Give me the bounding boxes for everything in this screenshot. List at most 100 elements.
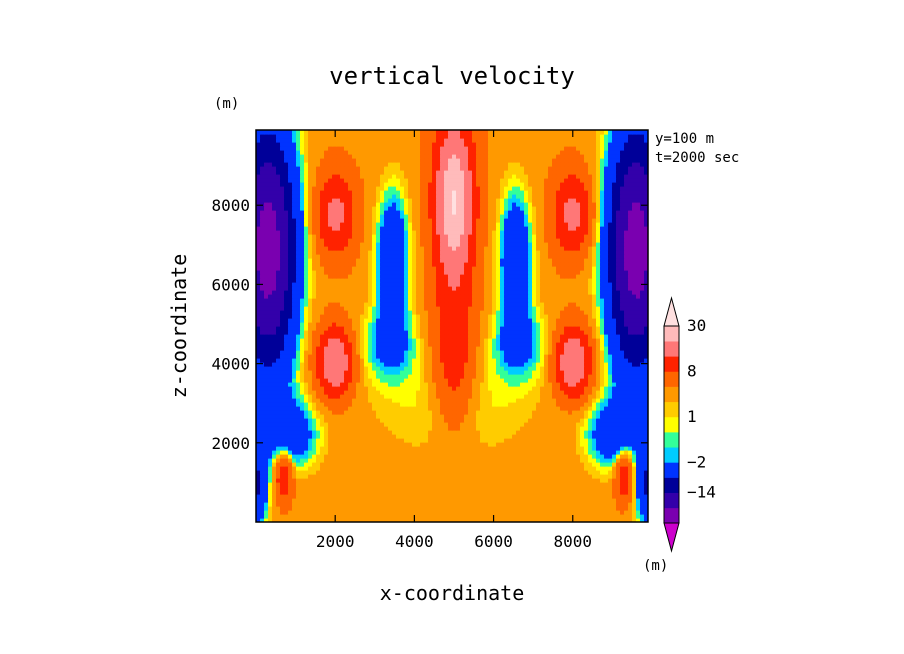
field-cell bbox=[460, 318, 465, 323]
field-cell bbox=[332, 398, 337, 403]
field-cell bbox=[456, 442, 461, 447]
field-cell bbox=[448, 422, 453, 427]
field-cell bbox=[592, 478, 597, 483]
field-cell bbox=[628, 490, 633, 495]
field-cell bbox=[448, 390, 453, 395]
field-cell bbox=[520, 506, 525, 511]
field-cell bbox=[368, 454, 373, 459]
field-cell bbox=[560, 446, 565, 451]
field-cell bbox=[432, 326, 437, 331]
field-cell bbox=[320, 394, 325, 399]
field-cell bbox=[348, 518, 353, 522]
field-cell bbox=[600, 390, 605, 395]
field-cell bbox=[568, 446, 573, 451]
field-cell bbox=[268, 326, 273, 331]
field-cell bbox=[392, 474, 397, 479]
field-cell bbox=[528, 506, 533, 511]
field-cell bbox=[424, 474, 429, 479]
field-cell bbox=[492, 342, 497, 347]
field-cell bbox=[412, 478, 417, 483]
field-cell bbox=[464, 446, 469, 451]
field-cell bbox=[340, 378, 345, 383]
field-cell bbox=[356, 402, 361, 407]
field-cell bbox=[496, 454, 501, 459]
field-cell bbox=[336, 478, 341, 483]
field-cell bbox=[288, 506, 293, 511]
field-cell bbox=[608, 486, 613, 491]
field-cell bbox=[268, 466, 273, 471]
field-cell bbox=[400, 466, 405, 471]
field-cell bbox=[436, 418, 441, 423]
field-cell bbox=[408, 386, 413, 391]
field-cell bbox=[428, 450, 433, 455]
field-cell bbox=[344, 434, 349, 439]
field-cell bbox=[608, 390, 613, 395]
field-cell bbox=[472, 410, 477, 415]
field-cell bbox=[592, 334, 597, 339]
field-cell bbox=[476, 426, 481, 431]
field-cell bbox=[292, 438, 297, 443]
field-cell bbox=[360, 382, 365, 387]
field-cell bbox=[268, 482, 273, 487]
field-cell bbox=[308, 442, 313, 447]
field-cell bbox=[400, 334, 405, 339]
field-cell bbox=[272, 318, 277, 323]
field-cell bbox=[620, 478, 625, 483]
field-cell bbox=[424, 366, 429, 371]
field-cell bbox=[624, 426, 629, 431]
field-cell bbox=[372, 490, 377, 495]
field-cell bbox=[388, 518, 393, 522]
field-cell bbox=[544, 402, 549, 407]
field-cell bbox=[552, 342, 557, 347]
field-cell bbox=[464, 374, 469, 379]
field-cell bbox=[416, 362, 421, 367]
field-cell bbox=[392, 510, 397, 515]
field-cell bbox=[392, 514, 397, 519]
field-cell bbox=[436, 510, 441, 515]
field-cell bbox=[516, 454, 521, 459]
field-cell bbox=[436, 482, 441, 487]
field-cell bbox=[276, 342, 281, 347]
field-cell bbox=[556, 398, 561, 403]
field-cell bbox=[476, 514, 481, 519]
field-cell bbox=[644, 346, 648, 351]
field-cell bbox=[528, 406, 533, 411]
field-cell bbox=[564, 382, 569, 387]
field-cell bbox=[608, 398, 613, 403]
field-cell bbox=[540, 422, 545, 427]
field-cell bbox=[312, 406, 317, 411]
field-cell bbox=[440, 486, 445, 491]
field-cell bbox=[432, 466, 437, 471]
field-cell bbox=[432, 342, 437, 347]
field-cell bbox=[392, 418, 397, 423]
field-cell bbox=[348, 374, 353, 379]
field-cell bbox=[500, 406, 505, 411]
field-cell bbox=[328, 354, 333, 359]
field-cell bbox=[616, 486, 621, 491]
field-cell bbox=[300, 322, 305, 327]
field-cell bbox=[536, 394, 541, 399]
field-cell bbox=[312, 330, 317, 335]
field-cell bbox=[284, 334, 289, 339]
field-cell bbox=[440, 498, 445, 503]
field-cell bbox=[468, 342, 473, 347]
field-cell bbox=[580, 354, 585, 359]
field-cell bbox=[644, 466, 648, 471]
field-cell bbox=[484, 430, 489, 435]
field-cell bbox=[340, 470, 345, 475]
field-cell bbox=[256, 494, 261, 499]
field-cell bbox=[384, 338, 389, 343]
field-cell bbox=[348, 334, 353, 339]
field-cell bbox=[416, 382, 421, 387]
field-cell bbox=[432, 470, 437, 475]
field-cell bbox=[268, 378, 273, 383]
field-cell bbox=[576, 338, 581, 343]
field-cell bbox=[316, 494, 321, 499]
field-cell bbox=[440, 326, 445, 331]
field-cell bbox=[484, 398, 489, 403]
field-cell bbox=[564, 326, 569, 331]
field-cell bbox=[464, 362, 469, 367]
field-cell bbox=[576, 382, 581, 387]
field-cell bbox=[404, 462, 409, 467]
field-cell bbox=[372, 326, 377, 331]
